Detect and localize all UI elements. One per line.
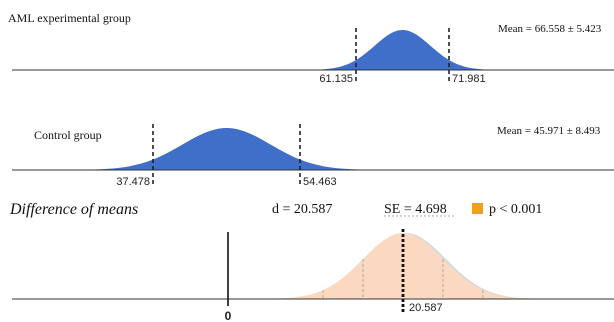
difference-d-value: d = 20.587 xyxy=(272,202,332,217)
aml-group-label: AML experimental group xyxy=(8,11,131,25)
panel-aml: AML experimental group Mean = 66.558 ± 5… xyxy=(8,11,614,85)
p-value-legend-swatch xyxy=(472,203,483,214)
aml-lower-bound-label: 61.135 xyxy=(319,73,353,85)
aml-mean-summary: Mean = 66.558 ± 5.423 xyxy=(498,23,602,35)
difference-se-value: SE = 4.698 xyxy=(384,202,447,217)
zero-label: 0 xyxy=(225,309,232,322)
difference-mean-label: 20.587 xyxy=(409,302,443,314)
aml-upper-bound-label: 71.981 xyxy=(452,73,486,85)
panel-control: Control group Mean = 45.971 ± 8.493 37.4… xyxy=(12,124,614,188)
control-lower-bound-label: 37.478 xyxy=(116,176,150,188)
control-upper-bound-label: 54.463 xyxy=(303,176,337,188)
difference-p-value: p < 0.001 xyxy=(489,202,542,217)
panel-difference: 0 20.587 xyxy=(12,229,614,322)
control-distribution-curve xyxy=(50,128,403,170)
difference-title: Difference of means xyxy=(9,201,138,218)
difference-sd-lines xyxy=(322,258,484,299)
control-mean-summary: Mean = 45.971 ± 8.493 xyxy=(497,125,601,137)
control-group-label: Control group xyxy=(34,128,102,142)
difference-header: Difference of means d = 20.587 SE = 4.69… xyxy=(9,201,542,218)
aml-distribution-curve xyxy=(290,30,515,70)
